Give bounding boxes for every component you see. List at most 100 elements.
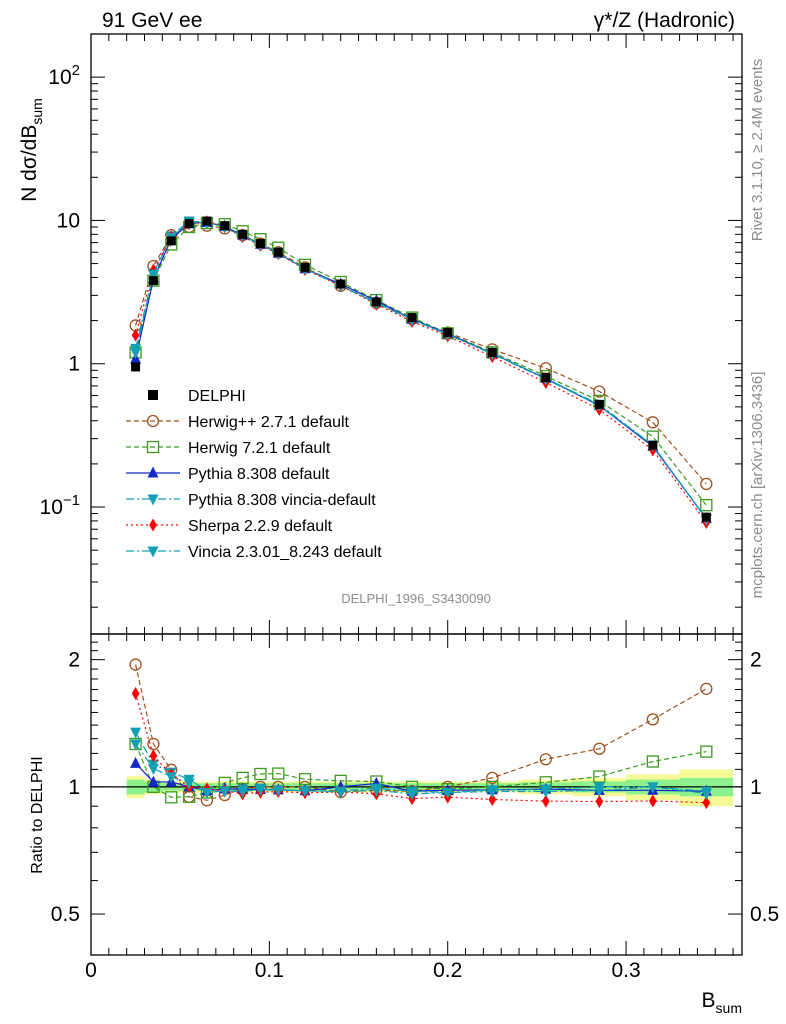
main-series-group	[129, 215, 713, 529]
data-point	[594, 399, 604, 409]
ratio-point-herwigpp	[593, 742, 606, 755]
main-y-axis-label-sub: sum	[29, 98, 45, 124]
x-axis-label: Bsum	[702, 989, 742, 1016]
ratio-y-tick-label-left: 1	[68, 776, 80, 799]
ratio-point-sherpa	[131, 686, 140, 700]
ratio-point-vincia	[272, 785, 284, 797]
data-point	[131, 362, 141, 372]
x-axis-label-sub: sum	[716, 1000, 742, 1016]
ratio-y-axis-label: Ratio to DELPHI	[29, 756, 46, 873]
data-point	[648, 440, 658, 450]
data-point	[371, 297, 381, 307]
legend-marker-pythia	[147, 466, 159, 478]
data-point	[407, 313, 417, 323]
series-point-vincia	[147, 269, 159, 281]
ratio-point-sherpa	[595, 795, 604, 809]
legend-marker-sherpa	[149, 518, 157, 532]
series-point-vincia	[130, 347, 142, 359]
legend: DELPHI Herwig++ 2.7.1 default Herwig 7.2.1…	[126, 388, 382, 561]
ratio-y-tick-label-left: 0.5	[51, 903, 80, 926]
ratio-point-vincia	[370, 785, 382, 797]
data-point	[300, 262, 310, 272]
main-y-axis-label: N dσ/dBsum	[18, 98, 45, 202]
x-tick-label: 0.3	[611, 959, 640, 982]
legend-marker-data	[148, 390, 158, 400]
tick-base: 10	[40, 496, 63, 519]
legend-label-data: DELPHI	[188, 388, 246, 405]
ratio-y-tick-label-right: 2	[750, 649, 762, 672]
legend-label-pythia: Pythia 8.308 default	[188, 466, 330, 483]
data-point	[541, 373, 551, 383]
ratio-point-vincia	[165, 772, 177, 784]
ratio-point-vincia	[335, 787, 347, 799]
ratio-y-tick-label-right: 0.5	[750, 903, 779, 926]
ratio-point-herwig7	[254, 767, 267, 781]
main-y-tick-label: 10	[57, 209, 80, 232]
data-point	[202, 216, 212, 226]
ratio-point-herwigpp	[129, 658, 142, 671]
ratio-point-herwig7	[272, 767, 285, 780]
ratio-point-sherpa	[702, 796, 711, 810]
main-y-axis-label-text: N dσ/dB	[18, 125, 41, 202]
ratio-point-sherpa	[541, 794, 550, 808]
ratio-point-vincia	[237, 786, 249, 798]
ratio-point-herwig7	[593, 770, 606, 783]
data-point	[220, 221, 230, 231]
ratio-point-vincia	[486, 786, 498, 798]
legend-marker-herwig7	[146, 440, 160, 454]
legend-marker-herwigpp	[146, 414, 160, 428]
ratio-y-tick-label-left: 2	[68, 649, 80, 672]
ratio-point-herwig7	[165, 791, 178, 804]
legend-label-vincia: Vincia 2.3.01_8.243 default	[188, 544, 382, 561]
rivet-label: Rivet 3.1.10, ≥ 2.4M events	[749, 59, 766, 242]
tick-exponent: −1	[63, 492, 80, 509]
data-point	[273, 247, 283, 257]
ratio-point-pythia	[130, 756, 142, 768]
series-point-herwigpp	[700, 477, 713, 491]
legend-label-herwigpp: Herwig++ 2.7.1 default	[188, 414, 350, 431]
ratio-point-herwigpp	[700, 682, 713, 695]
header-left: 91 GeV ee	[102, 9, 202, 32]
ratio-plot-frame	[90, 633, 743, 956]
ratio-y-tick-label-right: 1	[750, 776, 762, 799]
analysis-watermark: DELPHI_1996_S3430090	[341, 591, 491, 606]
ratio-point-vincia	[254, 785, 266, 797]
data-point	[701, 512, 711, 522]
x-tick-label: 0	[85, 959, 97, 982]
x-axis-label-text: B	[702, 989, 716, 1012]
data-point	[166, 236, 176, 246]
series-point-herwig7	[700, 499, 713, 512]
series-point-sherpa	[131, 328, 140, 342]
ratio-point-sherpa	[648, 794, 657, 808]
data-point	[255, 239, 265, 249]
legend-marker-pythia_vincia	[147, 494, 159, 506]
ratio-point-vincia	[130, 739, 142, 751]
legend-label-pythia_vincia: Pythia 8.308 vincia-default	[188, 492, 376, 509]
ratio-point-pythia	[147, 775, 159, 787]
main-y-tick-label: 102	[48, 62, 80, 89]
x-tick-label: 0.2	[433, 959, 462, 982]
ratio-point-vincia	[219, 786, 231, 798]
ratio-point-vincia	[147, 763, 159, 775]
data-point	[148, 276, 158, 286]
ratio-point-vincia	[647, 782, 659, 794]
data-point	[238, 229, 248, 239]
ratio-point-herwig7	[646, 755, 659, 768]
series-point-herwigpp	[593, 385, 606, 398]
ratio-point-vincia	[406, 789, 418, 801]
ratio-point-sherpa	[149, 749, 158, 763]
ratio-point-herwigpp	[646, 713, 659, 726]
mcplots-label: mcplots.cern.ch [arXiv:1306.3436]	[749, 372, 766, 599]
ratio-point-pythia_vincia	[130, 727, 142, 739]
ratio-series-group	[129, 658, 713, 810]
main-y-tick-label: 10−1	[40, 492, 80, 519]
tick-exponent: 2	[72, 62, 80, 79]
ratio-point-sherpa	[488, 793, 497, 807]
series-line-herwig7	[135, 222, 707, 506]
data-point	[336, 279, 346, 289]
ratio-line-herwig7	[135, 743, 707, 798]
main-y-tick-label: 1	[68, 353, 80, 376]
ratio-point-vincia	[299, 786, 311, 798]
